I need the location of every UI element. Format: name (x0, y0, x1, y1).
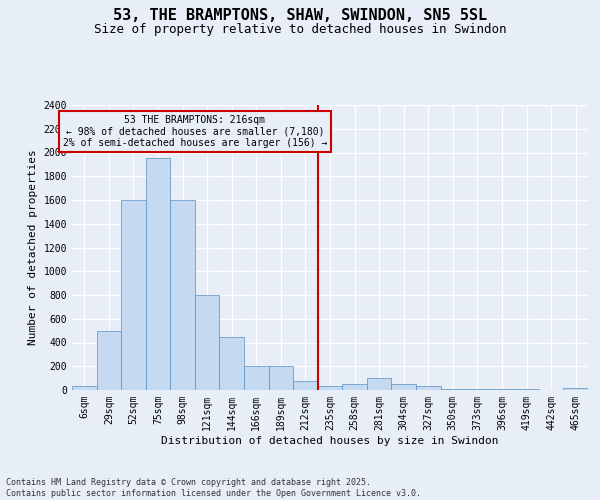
Bar (269, 366, 293, 390)
Bar (170, 200, 195, 390)
Bar (97, 330, 121, 390)
Bar (195, 295, 220, 390)
Text: Size of property relative to detached houses in Swindon: Size of property relative to detached ho… (94, 22, 506, 36)
Bar (342, 384, 367, 390)
Bar (367, 378, 391, 390)
Text: 53, THE BRAMPTONS, SHAW, SWINDON, SN5 5SL: 53, THE BRAMPTONS, SHAW, SWINDON, SN5 5S… (113, 8, 487, 22)
Bar (391, 384, 416, 390)
Bar (440, 389, 465, 390)
Bar (146, 158, 170, 390)
Bar (563, 388, 588, 390)
Bar (318, 386, 342, 390)
X-axis label: Distribution of detached houses by size in Swindon: Distribution of detached houses by size … (161, 436, 499, 446)
Bar (416, 386, 440, 390)
Y-axis label: Number of detached properties: Number of detached properties (28, 150, 38, 346)
Text: Contains HM Land Registry data © Crown copyright and database right 2025.
Contai: Contains HM Land Registry data © Crown c… (6, 478, 421, 498)
Bar (121, 200, 146, 390)
Bar (244, 366, 269, 390)
Bar (72, 386, 97, 390)
Bar (293, 381, 318, 390)
Text: 53 THE BRAMPTONS: 216sqm
← 98% of detached houses are smaller (7,180)
2% of semi: 53 THE BRAMPTONS: 216sqm ← 98% of detach… (62, 114, 327, 148)
Bar (220, 336, 244, 390)
